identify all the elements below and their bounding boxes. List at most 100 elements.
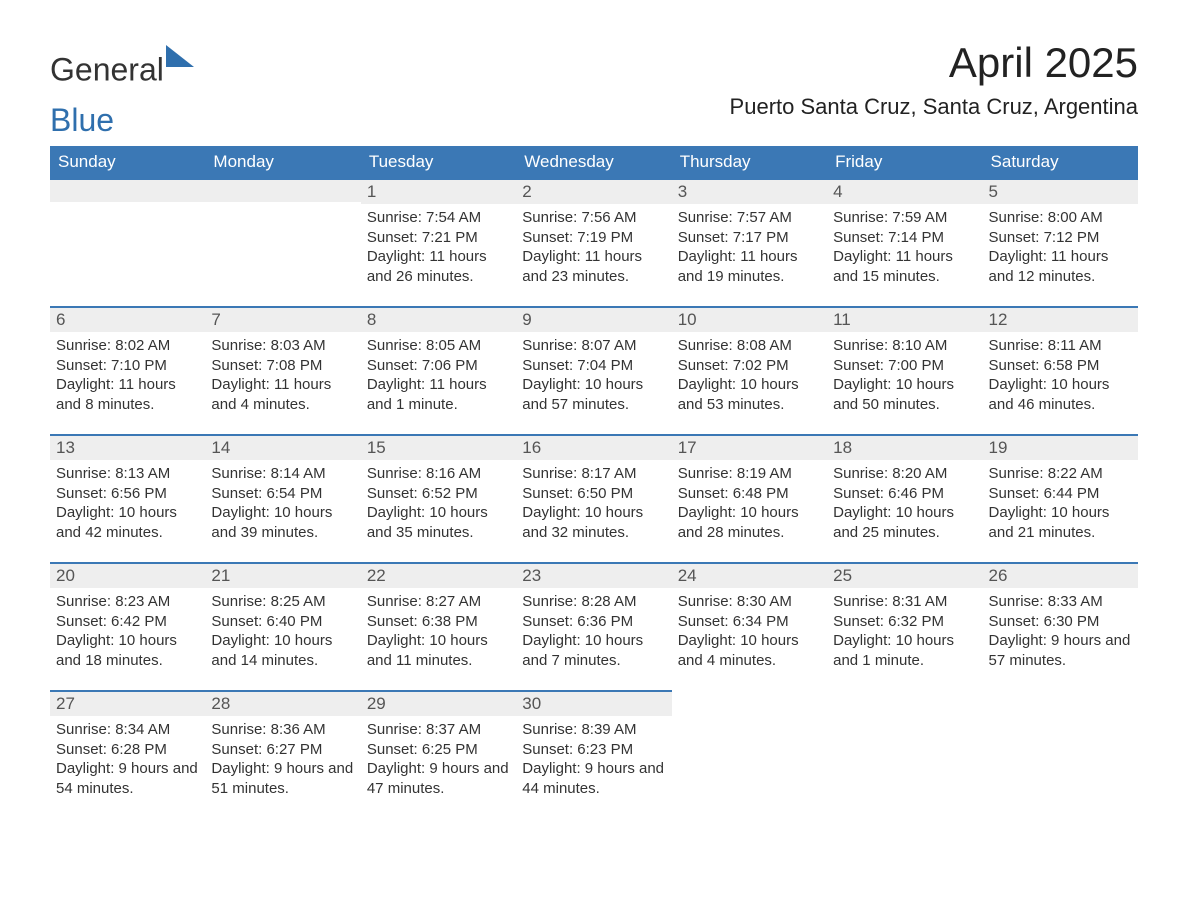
location-label: Puerto Santa Cruz, Santa Cruz, Argentina [730,94,1138,120]
cell-body: Sunrise: 8:13 AMSunset: 6:56 PMDaylight:… [50,460,205,546]
sunrise-line: Sunrise: 8:03 AM [211,336,354,356]
cell-body: Sunrise: 8:36 AMSunset: 6:27 PMDaylight:… [205,716,360,802]
sunset-line: Sunset: 6:27 PM [211,740,354,760]
day-names-row: Sunday Monday Tuesday Wednesday Thursday… [50,146,1138,178]
daylight-line: Daylight: 10 hours and 7 minutes. [522,631,665,670]
day-number: 6 [50,306,205,332]
day-number [827,690,982,714]
daylight-line: Daylight: 10 hours and 11 minutes. [367,631,510,670]
cell-body: Sunrise: 8:02 AMSunset: 7:10 PMDaylight:… [50,332,205,418]
sunset-line: Sunset: 7:08 PM [211,356,354,376]
cell-body: Sunrise: 8:27 AMSunset: 6:38 PMDaylight:… [361,588,516,674]
calendar-page: General Blue April 2025 Puerto Santa Cru… [0,0,1188,848]
sunset-line: Sunset: 7:06 PM [367,356,510,376]
sunset-line: Sunset: 7:12 PM [989,228,1132,248]
day-name: Wednesday [516,146,671,178]
calendar-cell: 15Sunrise: 8:16 AMSunset: 6:52 PMDayligh… [361,434,516,562]
daylight-line: Daylight: 11 hours and 12 minutes. [989,247,1132,286]
calendar-cell: 22Sunrise: 8:27 AMSunset: 6:38 PMDayligh… [361,562,516,690]
cell-body: Sunrise: 8:11 AMSunset: 6:58 PMDaylight:… [983,332,1138,418]
daylight-line: Daylight: 9 hours and 44 minutes. [522,759,665,798]
calendar-cell [827,690,982,818]
sunrise-line: Sunrise: 8:36 AM [211,720,354,740]
day-name: Monday [205,146,360,178]
day-number: 19 [983,434,1138,460]
day-number: 25 [827,562,982,588]
sunrise-line: Sunrise: 8:16 AM [367,464,510,484]
daylight-line: Daylight: 9 hours and 54 minutes. [56,759,199,798]
cell-body: Sunrise: 7:56 AMSunset: 7:19 PMDaylight:… [516,204,671,290]
sunrise-line: Sunrise: 8:33 AM [989,592,1132,612]
calendar-cell: 5Sunrise: 8:00 AMSunset: 7:12 PMDaylight… [983,178,1138,306]
brand-part2: Blue [50,102,114,138]
sunrise-line: Sunrise: 8:22 AM [989,464,1132,484]
day-name: Tuesday [361,146,516,178]
daylight-line: Daylight: 10 hours and 21 minutes. [989,503,1132,542]
calendar-cell: 12Sunrise: 8:11 AMSunset: 6:58 PMDayligh… [983,306,1138,434]
cell-body: Sunrise: 8:20 AMSunset: 6:46 PMDaylight:… [827,460,982,546]
day-number: 14 [205,434,360,460]
brand-part1: General [50,51,164,87]
sunset-line: Sunset: 7:00 PM [833,356,976,376]
sunset-line: Sunset: 6:46 PM [833,484,976,504]
sunrise-line: Sunrise: 8:20 AM [833,464,976,484]
sunrise-line: Sunrise: 7:59 AM [833,208,976,228]
sunset-line: Sunset: 7:10 PM [56,356,199,376]
sunrise-line: Sunrise: 8:23 AM [56,592,199,612]
daylight-line: Daylight: 10 hours and 32 minutes. [522,503,665,542]
cell-body: Sunrise: 8:17 AMSunset: 6:50 PMDaylight:… [516,460,671,546]
sunrise-line: Sunrise: 8:17 AM [522,464,665,484]
calendar-cell: 18Sunrise: 8:20 AMSunset: 6:46 PMDayligh… [827,434,982,562]
calendar-cell: 1Sunrise: 7:54 AMSunset: 7:21 PMDaylight… [361,178,516,306]
sunset-line: Sunset: 6:42 PM [56,612,199,632]
cell-body: Sunrise: 8:34 AMSunset: 6:28 PMDaylight:… [50,716,205,802]
day-number: 5 [983,178,1138,204]
daylight-line: Daylight: 10 hours and 39 minutes. [211,503,354,542]
daylight-line: Daylight: 9 hours and 47 minutes. [367,759,510,798]
sunrise-line: Sunrise: 7:54 AM [367,208,510,228]
cell-body: Sunrise: 8:33 AMSunset: 6:30 PMDaylight:… [983,588,1138,674]
daylight-line: Daylight: 10 hours and 50 minutes. [833,375,976,414]
day-number: 24 [672,562,827,588]
sunset-line: Sunset: 6:40 PM [211,612,354,632]
day-name: Friday [827,146,982,178]
sunrise-line: Sunrise: 8:28 AM [522,592,665,612]
sunset-line: Sunset: 6:44 PM [989,484,1132,504]
day-number: 2 [516,178,671,204]
day-name: Saturday [983,146,1138,178]
daylight-line: Daylight: 10 hours and 35 minutes. [367,503,510,542]
day-number: 13 [50,434,205,460]
cell-body [672,714,827,722]
daylight-line: Daylight: 10 hours and 57 minutes. [522,375,665,414]
calendar-cell [672,690,827,818]
calendar-cell: 21Sunrise: 8:25 AMSunset: 6:40 PMDayligh… [205,562,360,690]
sunset-line: Sunset: 6:23 PM [522,740,665,760]
calendar-grid: Sunday Monday Tuesday Wednesday Thursday… [50,146,1138,818]
sunset-line: Sunset: 6:52 PM [367,484,510,504]
calendar-cell: 10Sunrise: 8:08 AMSunset: 7:02 PMDayligh… [672,306,827,434]
sunset-line: Sunset: 7:17 PM [678,228,821,248]
day-number: 12 [983,306,1138,332]
cell-body: Sunrise: 7:59 AMSunset: 7:14 PMDaylight:… [827,204,982,290]
daylight-line: Daylight: 11 hours and 8 minutes. [56,375,199,414]
calendar-cell: 8Sunrise: 8:05 AMSunset: 7:06 PMDaylight… [361,306,516,434]
cell-body: Sunrise: 8:05 AMSunset: 7:06 PMDaylight:… [361,332,516,418]
cell-body [50,202,205,210]
cell-body: Sunrise: 8:39 AMSunset: 6:23 PMDaylight:… [516,716,671,802]
daylight-line: Daylight: 11 hours and 4 minutes. [211,375,354,414]
cell-body: Sunrise: 8:16 AMSunset: 6:52 PMDaylight:… [361,460,516,546]
calendar-cell: 16Sunrise: 8:17 AMSunset: 6:50 PMDayligh… [516,434,671,562]
day-number: 17 [672,434,827,460]
calendar-week-row: 1Sunrise: 7:54 AMSunset: 7:21 PMDaylight… [50,178,1138,306]
sunset-line: Sunset: 6:58 PM [989,356,1132,376]
daylight-line: Daylight: 11 hours and 15 minutes. [833,247,976,286]
calendar-week-row: 13Sunrise: 8:13 AMSunset: 6:56 PMDayligh… [50,434,1138,562]
day-number [50,178,205,202]
sunset-line: Sunset: 7:19 PM [522,228,665,248]
cell-body: Sunrise: 8:08 AMSunset: 7:02 PMDaylight:… [672,332,827,418]
sunset-line: Sunset: 6:30 PM [989,612,1132,632]
sunset-line: Sunset: 6:56 PM [56,484,199,504]
day-number [983,690,1138,714]
sunrise-line: Sunrise: 8:30 AM [678,592,821,612]
cell-body: Sunrise: 7:57 AMSunset: 7:17 PMDaylight:… [672,204,827,290]
